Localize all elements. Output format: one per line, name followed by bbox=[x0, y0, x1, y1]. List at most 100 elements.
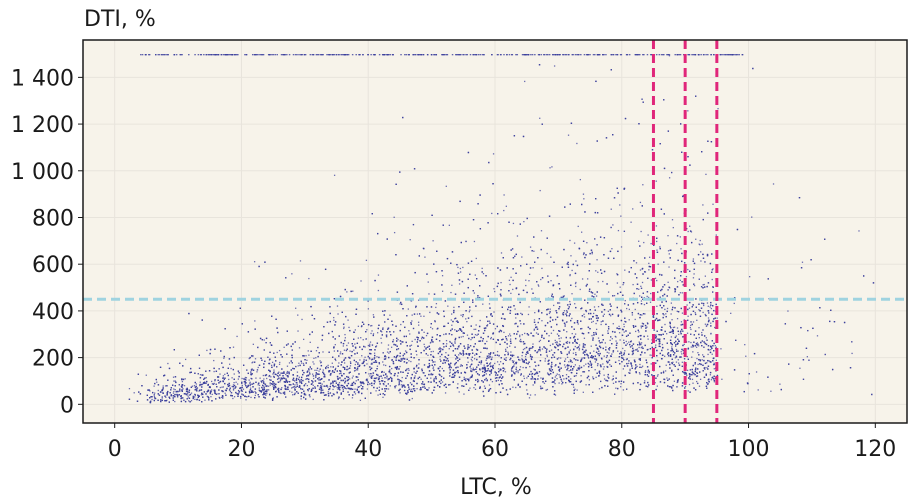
scatter-point bbox=[335, 367, 337, 370]
scatter-point bbox=[693, 284, 696, 287]
scatter-point bbox=[511, 367, 513, 370]
scatter-point bbox=[567, 134, 570, 136]
scatter-point bbox=[651, 354, 653, 356]
scatter-point bbox=[574, 364, 577, 366]
scatter-point bbox=[715, 234, 717, 236]
scatter-point bbox=[656, 249, 658, 251]
scatter-point bbox=[563, 310, 566, 312]
scatter-point bbox=[644, 380, 646, 382]
scatter-point bbox=[539, 350, 541, 352]
scatter-point bbox=[623, 331, 625, 333]
scatter-point bbox=[655, 344, 657, 346]
scatter-point bbox=[359, 399, 362, 402]
scatter-point bbox=[191, 385, 194, 387]
scatter-point bbox=[679, 356, 681, 358]
scatter-point bbox=[376, 377, 378, 379]
scatter-point bbox=[410, 388, 412, 390]
scatter-point bbox=[305, 394, 307, 396]
scatter-point bbox=[401, 359, 403, 361]
scatter-point bbox=[327, 386, 329, 388]
scatter-point bbox=[616, 282, 619, 284]
scatter-point bbox=[710, 307, 713, 310]
scatter-point bbox=[237, 378, 240, 380]
scatter-point bbox=[574, 345, 576, 348]
scatter-point bbox=[628, 372, 630, 374]
scatter-point bbox=[712, 203, 714, 205]
scatter-point bbox=[578, 349, 580, 351]
scatter-point bbox=[701, 243, 703, 245]
scatter-point bbox=[617, 350, 619, 352]
scatter-point bbox=[650, 242, 652, 245]
scatter-point bbox=[858, 230, 860, 232]
scatter-point bbox=[551, 363, 553, 366]
scatter-point bbox=[593, 350, 595, 352]
scatter-point bbox=[594, 293, 596, 295]
scatter-point bbox=[515, 366, 518, 368]
scatter-point bbox=[671, 346, 673, 348]
scatter-point bbox=[352, 375, 354, 377]
scatter-point bbox=[656, 385, 658, 387]
scatter-point bbox=[173, 390, 175, 393]
scatter-point bbox=[569, 349, 571, 351]
scatter-point bbox=[646, 326, 648, 328]
scatter-point bbox=[595, 376, 597, 379]
scatter-point bbox=[700, 251, 702, 253]
scatter-point bbox=[592, 320, 594, 323]
scatter-point bbox=[497, 379, 499, 382]
scatter-point bbox=[688, 341, 690, 343]
scatter-point bbox=[378, 376, 380, 378]
scatter-point bbox=[699, 244, 701, 246]
scatter-point bbox=[616, 273, 618, 275]
scatter-point bbox=[445, 352, 447, 354]
scatter-point bbox=[412, 380, 414, 382]
scatter-point bbox=[553, 304, 555, 307]
scatter-point bbox=[650, 292, 652, 295]
scatter-point bbox=[161, 397, 163, 399]
scatter-point bbox=[610, 208, 612, 210]
scatter-point bbox=[757, 389, 759, 391]
scatter-point bbox=[499, 361, 502, 363]
scatter-point bbox=[668, 177, 671, 179]
scatter-point bbox=[523, 220, 525, 223]
scatter-point bbox=[582, 193, 585, 195]
scatter-point bbox=[730, 312, 732, 314]
scatter-point bbox=[404, 350, 407, 352]
scatter-point bbox=[570, 378, 572, 380]
scatter-point bbox=[568, 370, 570, 372]
scatter-point bbox=[508, 279, 511, 281]
scatter-point bbox=[513, 354, 515, 357]
scatter-point bbox=[214, 379, 216, 381]
scatter-point bbox=[594, 361, 597, 363]
scatter-point bbox=[448, 363, 450, 365]
scatter-point bbox=[229, 363, 231, 365]
scatter-point bbox=[688, 307, 691, 309]
scatter-point bbox=[698, 337, 700, 339]
scatter-point bbox=[313, 357, 315, 360]
scatter-point bbox=[622, 368, 625, 370]
scatter-point bbox=[267, 385, 270, 387]
scatter-point bbox=[439, 346, 441, 349]
scatter-point bbox=[195, 387, 197, 390]
scatter-point bbox=[509, 335, 512, 337]
scatter-point bbox=[309, 396, 311, 398]
scatter-point bbox=[664, 370, 667, 372]
scatter-point bbox=[541, 267, 543, 270]
scatter-point bbox=[509, 338, 512, 340]
scatter-point bbox=[692, 374, 694, 376]
scatter-point bbox=[387, 348, 389, 350]
scatter-point bbox=[560, 357, 562, 359]
scatter-point bbox=[466, 334, 469, 336]
scatter-point bbox=[517, 371, 519, 374]
scatter-point bbox=[262, 374, 264, 377]
scatter-point bbox=[351, 377, 354, 379]
scatter-point bbox=[503, 331, 505, 334]
scatter-point bbox=[269, 384, 271, 386]
scatter-point bbox=[232, 346, 235, 348]
scatter-point bbox=[280, 392, 282, 395]
scatter-point bbox=[421, 338, 423, 340]
scatter-point bbox=[392, 339, 395, 341]
scatter-point bbox=[657, 263, 659, 265]
scatter-point bbox=[271, 361, 274, 364]
scatter-point bbox=[550, 367, 552, 369]
scatter-point bbox=[488, 384, 491, 386]
